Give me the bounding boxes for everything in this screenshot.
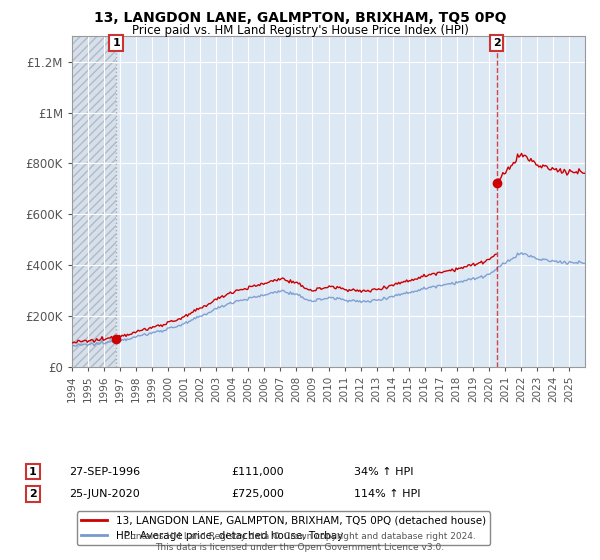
Text: Price paid vs. HM Land Registry's House Price Index (HPI): Price paid vs. HM Land Registry's House …	[131, 24, 469, 36]
Text: 2: 2	[493, 38, 501, 48]
Text: 13, LANGDON LANE, GALMPTON, BRIXHAM, TQ5 0PQ: 13, LANGDON LANE, GALMPTON, BRIXHAM, TQ5…	[94, 11, 506, 25]
Text: 1: 1	[112, 38, 120, 48]
Text: £725,000: £725,000	[231, 489, 284, 499]
Bar	[72, 36, 116, 367]
Text: 114% ↑ HPI: 114% ↑ HPI	[354, 489, 421, 499]
Text: 1: 1	[29, 466, 37, 477]
Text: 25-JUN-2020: 25-JUN-2020	[69, 489, 140, 499]
Legend: 13, LANGDON LANE, GALMPTON, BRIXHAM, TQ5 0PQ (detached house), HPI: Average pric: 13, LANGDON LANE, GALMPTON, BRIXHAM, TQ5…	[77, 511, 490, 545]
Text: Contains HM Land Registry data © Crown copyright and database right 2024.
This d: Contains HM Land Registry data © Crown c…	[124, 532, 476, 552]
Text: 27-SEP-1996: 27-SEP-1996	[69, 466, 140, 477]
Text: 2: 2	[29, 489, 37, 499]
Text: £111,000: £111,000	[231, 466, 284, 477]
Text: 34% ↑ HPI: 34% ↑ HPI	[354, 466, 413, 477]
